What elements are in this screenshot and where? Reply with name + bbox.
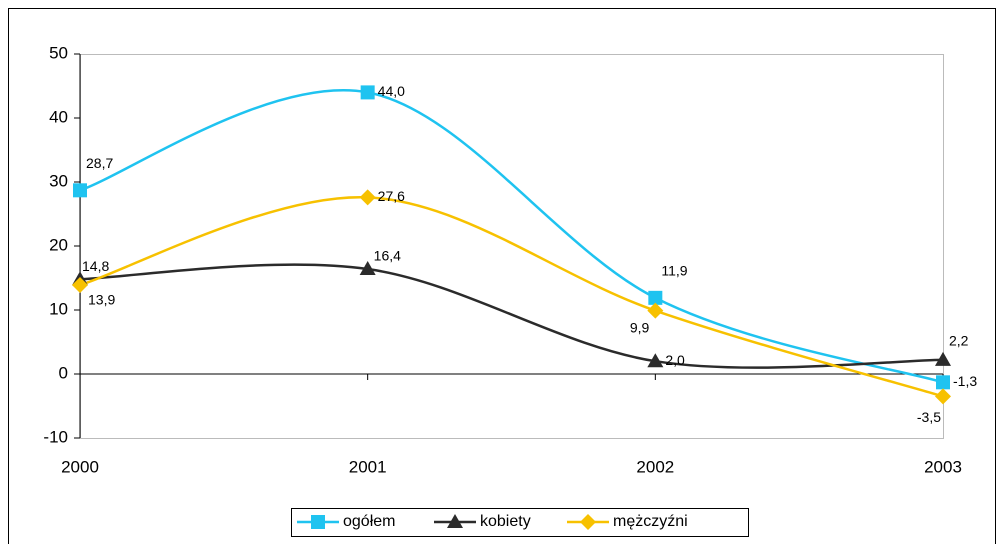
series-line [79, 196, 944, 398]
y-tick-label: 50 [49, 43, 68, 62]
marker [447, 514, 463, 528]
marker [936, 375, 950, 390]
legend-label: mężczyźni [613, 513, 688, 530]
data-label: 11,9 [661, 263, 687, 279]
marker [935, 388, 951, 405]
y-tick-label: 20 [49, 235, 68, 254]
data-label: 2,2 [949, 333, 969, 349]
series-line [79, 89, 944, 384]
chart-frame [8, 8, 996, 544]
x-tick-label: 2002 [636, 457, 674, 476]
data-label: 14,8 [82, 258, 109, 274]
data-label: 28,7 [86, 155, 113, 171]
data-label: 16,4 [374, 248, 401, 264]
data-label: 44,0 [378, 83, 405, 99]
legend-label: kobiety [480, 513, 531, 530]
y-tick-label: -10 [43, 427, 68, 446]
marker [359, 189, 376, 206]
data-label: -3,5 [917, 409, 941, 425]
marker [648, 290, 663, 305]
data-label: 9,9 [630, 319, 650, 335]
data-label: -1,3 [953, 373, 977, 389]
marker [647, 353, 664, 368]
y-tick-label: 40 [49, 107, 68, 126]
marker [647, 302, 664, 319]
marker [360, 85, 375, 100]
legend-label: ogółem [343, 513, 395, 530]
marker [359, 261, 376, 276]
y-tick-label: 0 [59, 363, 68, 382]
y-tick-label: 30 [49, 171, 68, 190]
marker [935, 351, 951, 366]
marker [311, 515, 325, 529]
x-tick-label: 2001 [349, 457, 387, 476]
legend-box [291, 508, 749, 537]
data-label: 2,0 [665, 352, 685, 368]
marker [72, 277, 88, 294]
data-label: 13,9 [88, 292, 115, 308]
x-tick-label: 2003 [924, 457, 962, 476]
marker [73, 183, 87, 198]
x-tick-label: 2000 [61, 457, 99, 476]
marker [580, 514, 596, 530]
y-tick-label: 10 [49, 299, 68, 318]
data-label: 27,6 [378, 188, 405, 204]
series-line [79, 263, 944, 369]
